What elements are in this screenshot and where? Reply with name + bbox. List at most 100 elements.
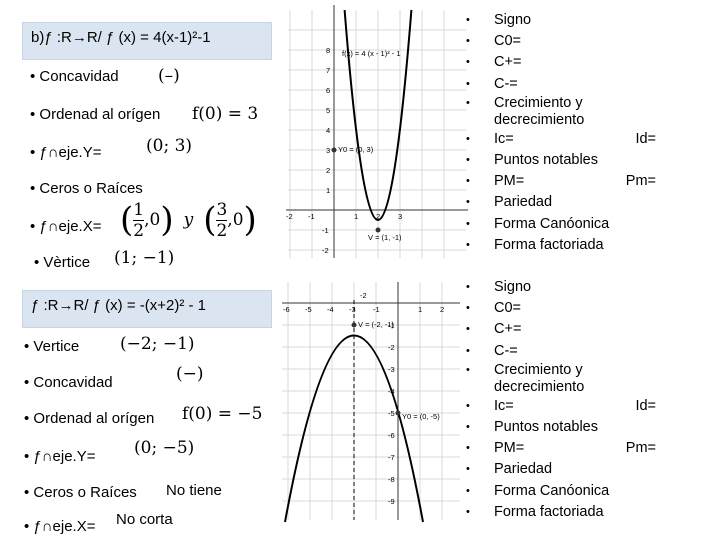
bottom-function-header: ƒ :R→R/ ƒ (x) = -(x+2)² - 1: [22, 290, 272, 328]
top-concavidad-label: • Concavidad: [30, 68, 119, 85]
top-concavidad-value: (–): [158, 66, 180, 86]
top-vertice-label: • Vèrtice: [34, 254, 91, 271]
bottom-ceros-value: No tiene: [166, 482, 222, 499]
list-item: PM=Pm=: [466, 438, 656, 459]
top-vertex-point: [375, 227, 381, 233]
list-item: Signo: [466, 10, 656, 31]
top-y-tick: -2: [322, 246, 329, 255]
bottom-vertex-label: V = (-2, -1): [358, 320, 395, 329]
list-item: Ic=Id=: [466, 396, 656, 417]
bottom-y-tick: -9: [388, 497, 395, 506]
bottom-x-tick: -1: [373, 305, 380, 314]
bottom-x-tick: -3: [349, 305, 356, 314]
bottom-y-tick: -1: [388, 321, 395, 330]
list-item: Puntos notables: [466, 417, 656, 438]
top-y-tick: 7: [326, 66, 330, 75]
top-y-tick-labels: 8 7 6 5 4 3 2 1 -1 -2: [322, 46, 330, 255]
top-checklist: Signo C0= C+= C-= Crecimiento ydecrecimi…: [466, 10, 656, 256]
bottom-feje-x-value: No corta: [116, 511, 173, 528]
bottom-x-tick: -2: [360, 291, 367, 300]
list-item: Ic=Id=: [466, 129, 656, 150]
top-parabola-curve: [343, 9, 413, 221]
top-feje-y-label: • ƒ∩eje.Y=: [30, 144, 102, 161]
list-item: Pariedad: [466, 459, 656, 480]
list-item: Forma Canóonica: [466, 481, 656, 502]
top-y-tick: 1: [326, 186, 330, 195]
list-item: C-=: [466, 341, 656, 362]
bottom-graph-background: [278, 278, 464, 524]
list-item: C0=: [466, 298, 656, 319]
bottom-checklist: Signo C0= C+= C-= Crecimiento ydecrecimi…: [466, 277, 656, 523]
top-x-tick-labels: -2 -1 1 2 3: [286, 212, 402, 221]
list-item: Puntos notables: [466, 150, 656, 171]
top-y-tick: 4: [326, 126, 330, 135]
bottom-y0-point: [395, 410, 401, 416]
top-vertex-label: V = (1, -1): [368, 233, 402, 242]
bottom-ceros-label: • Ceros o Raíces: [24, 484, 137, 501]
top-y0-label: Y0 = (0, 3): [338, 145, 374, 154]
bottom-concavidad-value: (−): [176, 364, 204, 384]
top-y-tick: 8: [326, 46, 330, 55]
top-function-header: b)ƒ :R→R/ ƒ (x) = 4(x-1)²-1: [22, 22, 272, 60]
top-y-tick: 5: [326, 106, 330, 115]
top-x-tick: 2: [376, 212, 380, 221]
bottom-x-tick: -6: [283, 305, 290, 314]
top-ceros-label: • Ceros o Raíces: [30, 180, 143, 197]
list-item: C+=: [466, 52, 656, 73]
top-ordenada-value: f(0) = 3: [192, 104, 259, 124]
list-item: Forma factoriada: [466, 235, 656, 256]
bottom-x-tick-labels: -6 -5 -4 -3 -2 -1 1 2: [283, 291, 444, 314]
top-y-tick: 6: [326, 86, 330, 95]
bottom-ordenada-value: f(0) = −5: [182, 404, 263, 424]
bottom-vertice-label: • Vertice: [24, 338, 80, 355]
top-vertice-value: (1; −1): [114, 248, 175, 268]
bottom-feje-y-label: • ƒ∩eje.Y=: [24, 448, 96, 465]
list-item: Forma factoriada: [466, 502, 656, 523]
list-item: C+=: [466, 319, 656, 340]
list-item: Pariedad: [466, 192, 656, 213]
bottom-concavidad-label: • Concavidad: [24, 374, 113, 391]
list-item: PM=Pm=: [466, 171, 656, 192]
top-x-tick: -2: [286, 212, 293, 221]
bottom-y-tick: -5: [388, 409, 395, 418]
bottom-graph-grid: [282, 282, 460, 520]
top-feje-x-label: • ƒ∩eje.X=: [30, 218, 102, 235]
bottom-parabola-graph: V = (-2, -1) Y0 = (0, -5) -6 -5 -4 -3 -2…: [278, 278, 464, 524]
bottom-y-tick: -2: [388, 343, 395, 352]
bottom-x-tick: 1: [418, 305, 422, 314]
bottom-ordenada-label: • Ordenad al orígen: [24, 410, 155, 427]
top-y-tick: 3: [326, 146, 330, 155]
bottom-y-tick: -4: [388, 387, 395, 396]
bottom-y-tick: -3: [388, 365, 395, 374]
bottom-x-tick: -4: [327, 305, 334, 314]
list-item: C0=: [466, 31, 656, 52]
top-graph-background: [276, 0, 472, 262]
bottom-x-tick: -5: [305, 305, 312, 314]
top-x-tick: -1: [308, 212, 315, 221]
bottom-y-tick-labels: -1 -2 -3 -4 -5 -6 -7 -8 -9: [388, 321, 395, 506]
bottom-feje-y-value: (0; −5): [134, 438, 195, 458]
bottom-vertice-value: (−2; −1): [120, 334, 195, 354]
list-item: Signo: [466, 277, 656, 298]
bottom-y-tick: -8: [388, 475, 395, 484]
top-parabola-graph: f(x) = 4 (x - 1)² - 1 Y0 = (0, 3) V = (1…: [276, 0, 472, 262]
top-x-tick: 3: [398, 212, 402, 221]
top-y-tick: 2: [326, 166, 330, 175]
top-x-tick: 1: [354, 212, 358, 221]
top-ordenada-label: • Ordenad al orígen: [30, 106, 161, 123]
bottom-vertex-point: [351, 322, 357, 328]
bottom-x-tick: 2: [440, 305, 444, 314]
bottom-feje-x-label: • ƒ∩eje.X=: [24, 518, 96, 535]
top-y-tick: -1: [322, 226, 329, 235]
list-item: Forma Canóonica: [466, 214, 656, 235]
bottom-y-tick: -7: [388, 453, 395, 462]
list-item: C-=: [466, 74, 656, 95]
bottom-y0-label: Y0 = (0, -5): [402, 412, 440, 421]
bottom-y-tick: -6: [388, 431, 395, 440]
top-formula-label: f(x) = 4 (x - 1)² - 1: [342, 49, 401, 58]
